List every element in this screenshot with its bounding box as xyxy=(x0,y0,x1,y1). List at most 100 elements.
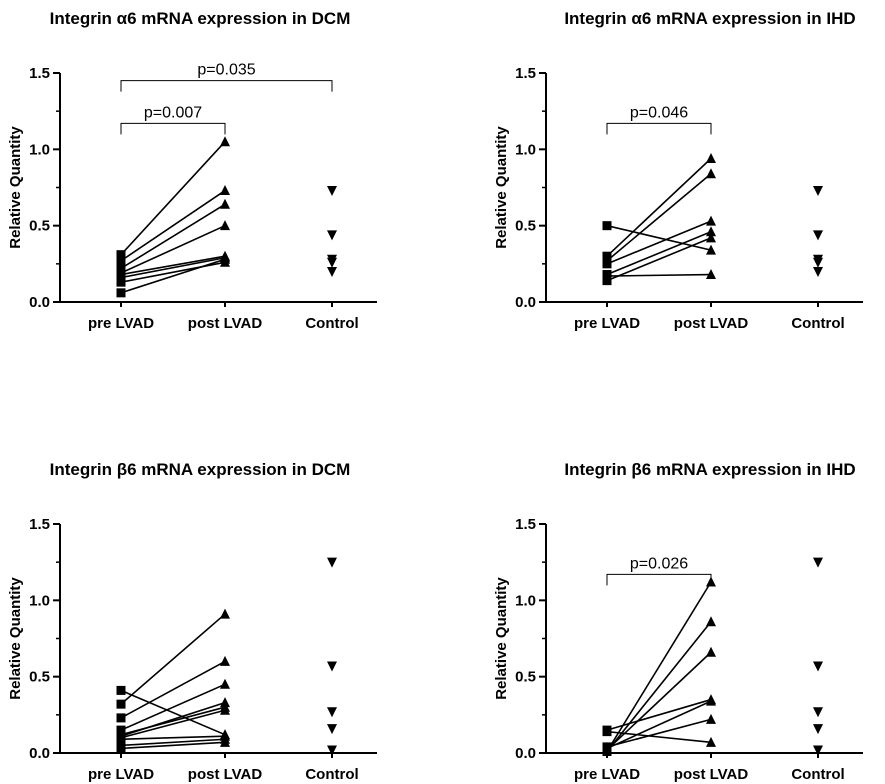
x-tick-label: post LVAD xyxy=(188,315,263,332)
y-tick-label: 1.5 xyxy=(515,516,536,533)
pre-lvad-point xyxy=(116,685,126,695)
post-lvad-point xyxy=(706,736,716,747)
chart-title: Integrin β6 mRNA expression in DCM xyxy=(50,460,351,479)
pre-lvad-point xyxy=(602,727,612,737)
chart-panel-2: Integrin α6 mRNA expression in IHD Relati… xyxy=(493,9,863,332)
pair-line xyxy=(120,660,226,719)
pair-line xyxy=(606,700,712,750)
pre-lvad-point xyxy=(116,699,126,709)
significance-bracket xyxy=(606,573,712,586)
control-point xyxy=(813,557,823,568)
pair-line xyxy=(120,258,226,294)
post-lvad-point xyxy=(706,616,716,627)
pre-lvad-point xyxy=(116,288,126,298)
x-tick-label: Control xyxy=(791,766,844,783)
y-tick-label: 1.0 xyxy=(29,141,50,158)
x-tick-label: pre LVAD xyxy=(574,766,640,783)
pre-lvad-point xyxy=(116,256,126,266)
pre-lvad-point xyxy=(116,277,126,287)
pair-line xyxy=(606,237,712,282)
control-point xyxy=(813,707,823,718)
pre-lvad-point xyxy=(602,251,612,261)
y-tick-label: 1.0 xyxy=(515,141,536,158)
control-point xyxy=(327,724,337,735)
y-tick-label: 0.5 xyxy=(515,669,536,686)
control-point xyxy=(813,186,823,197)
pair-line xyxy=(606,621,712,752)
post-lvad-point xyxy=(706,269,716,280)
control-point xyxy=(327,230,337,241)
pre-lvad-point xyxy=(116,263,126,273)
y-axis-label: Relative Quantity xyxy=(7,126,24,249)
chart-title: Integrin α6 mRNA expression in IHD xyxy=(564,9,855,28)
y-tick-label: 1.0 xyxy=(29,592,50,609)
post-lvad-point xyxy=(220,220,230,231)
pair-line xyxy=(120,613,226,705)
pre-lvad-point xyxy=(116,273,126,283)
control-point xyxy=(813,266,823,277)
pair-line xyxy=(120,224,226,274)
y-axis-label: Relative Quantity xyxy=(7,577,24,700)
pre-lvad-point xyxy=(116,250,126,260)
control-point xyxy=(813,724,823,735)
p-value-label: p=0.007 xyxy=(144,104,202,121)
p-value-label: p=0.035 xyxy=(197,62,255,79)
chart-panel-1: Integrin α6 mRNA expression in DCM Relati… xyxy=(7,9,377,332)
pair-line xyxy=(120,701,226,737)
post-lvad-point xyxy=(220,697,230,708)
x-tick-label: pre LVAD xyxy=(88,766,154,783)
post-lvad-point xyxy=(706,215,716,226)
pair-line xyxy=(606,718,712,748)
significance-bracket xyxy=(606,122,712,135)
significance-bracket xyxy=(120,80,333,92)
x-tick-label: Control xyxy=(791,315,844,332)
post-lvad-point xyxy=(706,244,716,255)
x-tick-label: pre LVAD xyxy=(88,315,154,332)
pair-line xyxy=(606,224,712,251)
pair-line xyxy=(606,231,712,276)
post-lvad-point xyxy=(706,152,716,163)
significance-bracket xyxy=(120,122,226,135)
post-lvad-point xyxy=(220,736,230,747)
y-tick-label: 0.0 xyxy=(515,745,536,762)
pair-line xyxy=(606,273,712,277)
post-lvad-point xyxy=(220,655,230,666)
pair-line xyxy=(120,689,226,736)
x-tick-label: pre LVAD xyxy=(574,315,640,332)
post-lvad-point xyxy=(220,608,230,619)
pair-line xyxy=(120,203,226,270)
y-axis-label: Relative Quantity xyxy=(493,126,510,249)
pre-lvad-point xyxy=(116,743,126,753)
pre-lvad-point xyxy=(602,276,612,286)
pair-line xyxy=(606,698,712,731)
post-lvad-point xyxy=(706,695,716,706)
post-lvad-point xyxy=(706,226,716,237)
post-lvad-point xyxy=(706,713,716,724)
y-tick-label: 1.0 xyxy=(515,592,536,609)
p-value-label: p=0.026 xyxy=(630,555,688,572)
chart-panel-3: Integrin β6 mRNA expression in DCM Relati… xyxy=(7,460,377,783)
y-tick-label: 0.0 xyxy=(29,294,50,311)
pair-line xyxy=(120,256,226,279)
control-point xyxy=(327,557,337,568)
pair-line xyxy=(120,141,226,256)
control-point xyxy=(813,257,823,268)
pre-lvad-point xyxy=(116,725,126,735)
post-lvad-point xyxy=(220,185,230,196)
control-point xyxy=(813,661,823,672)
post-lvad-point xyxy=(220,198,230,209)
p-value-label: p=0.046 xyxy=(630,104,688,121)
x-tick-label: post LVAD xyxy=(674,766,749,783)
pre-lvad-point xyxy=(602,746,612,756)
pair-line xyxy=(606,651,712,751)
post-lvad-point xyxy=(220,253,230,264)
control-point xyxy=(813,745,823,756)
pre-lvad-point xyxy=(116,713,126,723)
pair-line xyxy=(606,157,712,257)
pair-line xyxy=(120,741,226,750)
post-lvad-point xyxy=(706,168,716,179)
y-tick-label: 0.5 xyxy=(29,669,50,686)
control-point xyxy=(327,266,337,277)
y-tick-label: 1.5 xyxy=(29,516,50,533)
control-point xyxy=(813,230,823,241)
